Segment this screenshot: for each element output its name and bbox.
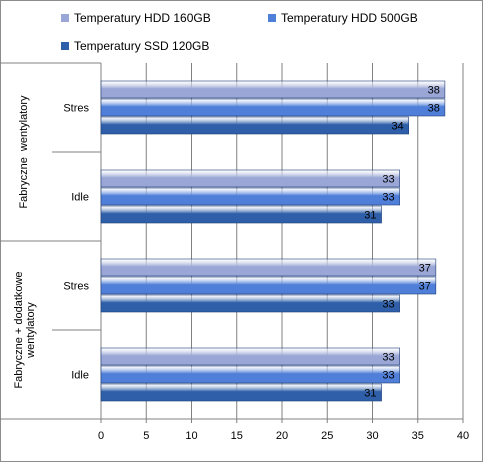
category-label-2: Stres (63, 281, 89, 293)
legend-item-hdd160: Temperatury HDD 160GB (61, 10, 211, 26)
group-label-1-line-1: wentylatory (25, 302, 37, 359)
x-tick-label-4: 20 (276, 430, 288, 442)
data-label-s0-c3: 33 (382, 352, 394, 364)
data-label-s1-c0: 38 (428, 103, 440, 115)
bar-s0-c3 (100, 347, 400, 366)
data-label-s2-c3: 31 (364, 388, 376, 400)
data-label-s2-c1: 31 (364, 210, 376, 222)
data-label-s0-c0: 38 (428, 85, 440, 97)
x-tick-label-8: 40 (457, 430, 469, 442)
group-label-0: Fabryczne wentylatory (18, 95, 30, 209)
legend-swatch-hdd160 (61, 13, 69, 22)
group-label-1: Fabryczne + dodatkowewentylatory (13, 271, 37, 388)
category-label-3: Idle (71, 370, 89, 382)
bar-s0-c2 (100, 258, 437, 277)
legend-label-ssd120: Temperatury SSD 120GB (74, 39, 210, 53)
x-tick-label-0: 0 (98, 430, 104, 442)
x-tick-label-7: 35 (412, 430, 424, 442)
legend-swatch-ssd120 (61, 41, 69, 50)
data-label-s0-c2: 37 (419, 263, 431, 275)
bar-s1-c2 (100, 276, 437, 295)
bar-s2-c3 (100, 383, 382, 402)
bar-s1-c1 (100, 187, 400, 206)
bar-s0-c0 (100, 80, 446, 99)
data-label-s1-c1: 33 (382, 192, 394, 204)
data-label-s2-c0: 34 (391, 121, 403, 133)
legend-item-hdd500: Temperatury HDD 500GB (268, 10, 418, 26)
group-label-1-line-0: Fabryczne + dodatkowe (13, 271, 25, 388)
bar-s2-c0 (100, 116, 410, 135)
data-label-s2-c2: 33 (382, 299, 394, 311)
data-label-s1-c2: 37 (419, 281, 431, 293)
category-label-0: Stres (63, 103, 89, 115)
legend-label-hdd160: Temperatury HDD 160GB (74, 11, 211, 25)
x-tick-label-3: 15 (231, 430, 243, 442)
bar-s1-c3 (100, 365, 400, 384)
bar-s2-c1 (100, 205, 382, 224)
x-tick-label-6: 30 (366, 430, 378, 442)
x-tick-label-1: 5 (143, 430, 149, 442)
x-tick-label-2: 10 (185, 430, 197, 442)
legend-label-hdd500: Temperatury HDD 500GB (281, 11, 418, 25)
bar-s2-c2 (100, 294, 400, 313)
bar-s0-c1 (100, 169, 400, 188)
legend-item-ssd120: Temperatury SSD 120GB (61, 38, 209, 54)
legend-swatch-hdd500 (268, 13, 276, 22)
bar-s1-c0 (100, 98, 446, 117)
data-label-s1-c3: 33 (382, 370, 394, 382)
data-label-s0-c1: 33 (382, 174, 394, 186)
x-tick-label-5: 25 (321, 430, 333, 442)
category-label-1: Idle (71, 192, 89, 204)
